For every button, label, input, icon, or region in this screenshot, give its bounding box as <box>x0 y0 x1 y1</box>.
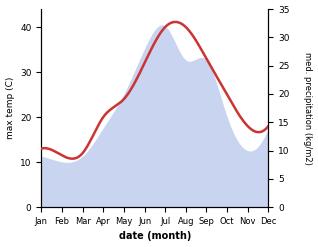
X-axis label: date (month): date (month) <box>119 231 191 242</box>
Y-axis label: max temp (C): max temp (C) <box>5 77 15 139</box>
Y-axis label: med. precipitation (kg/m2): med. precipitation (kg/m2) <box>303 52 313 165</box>
